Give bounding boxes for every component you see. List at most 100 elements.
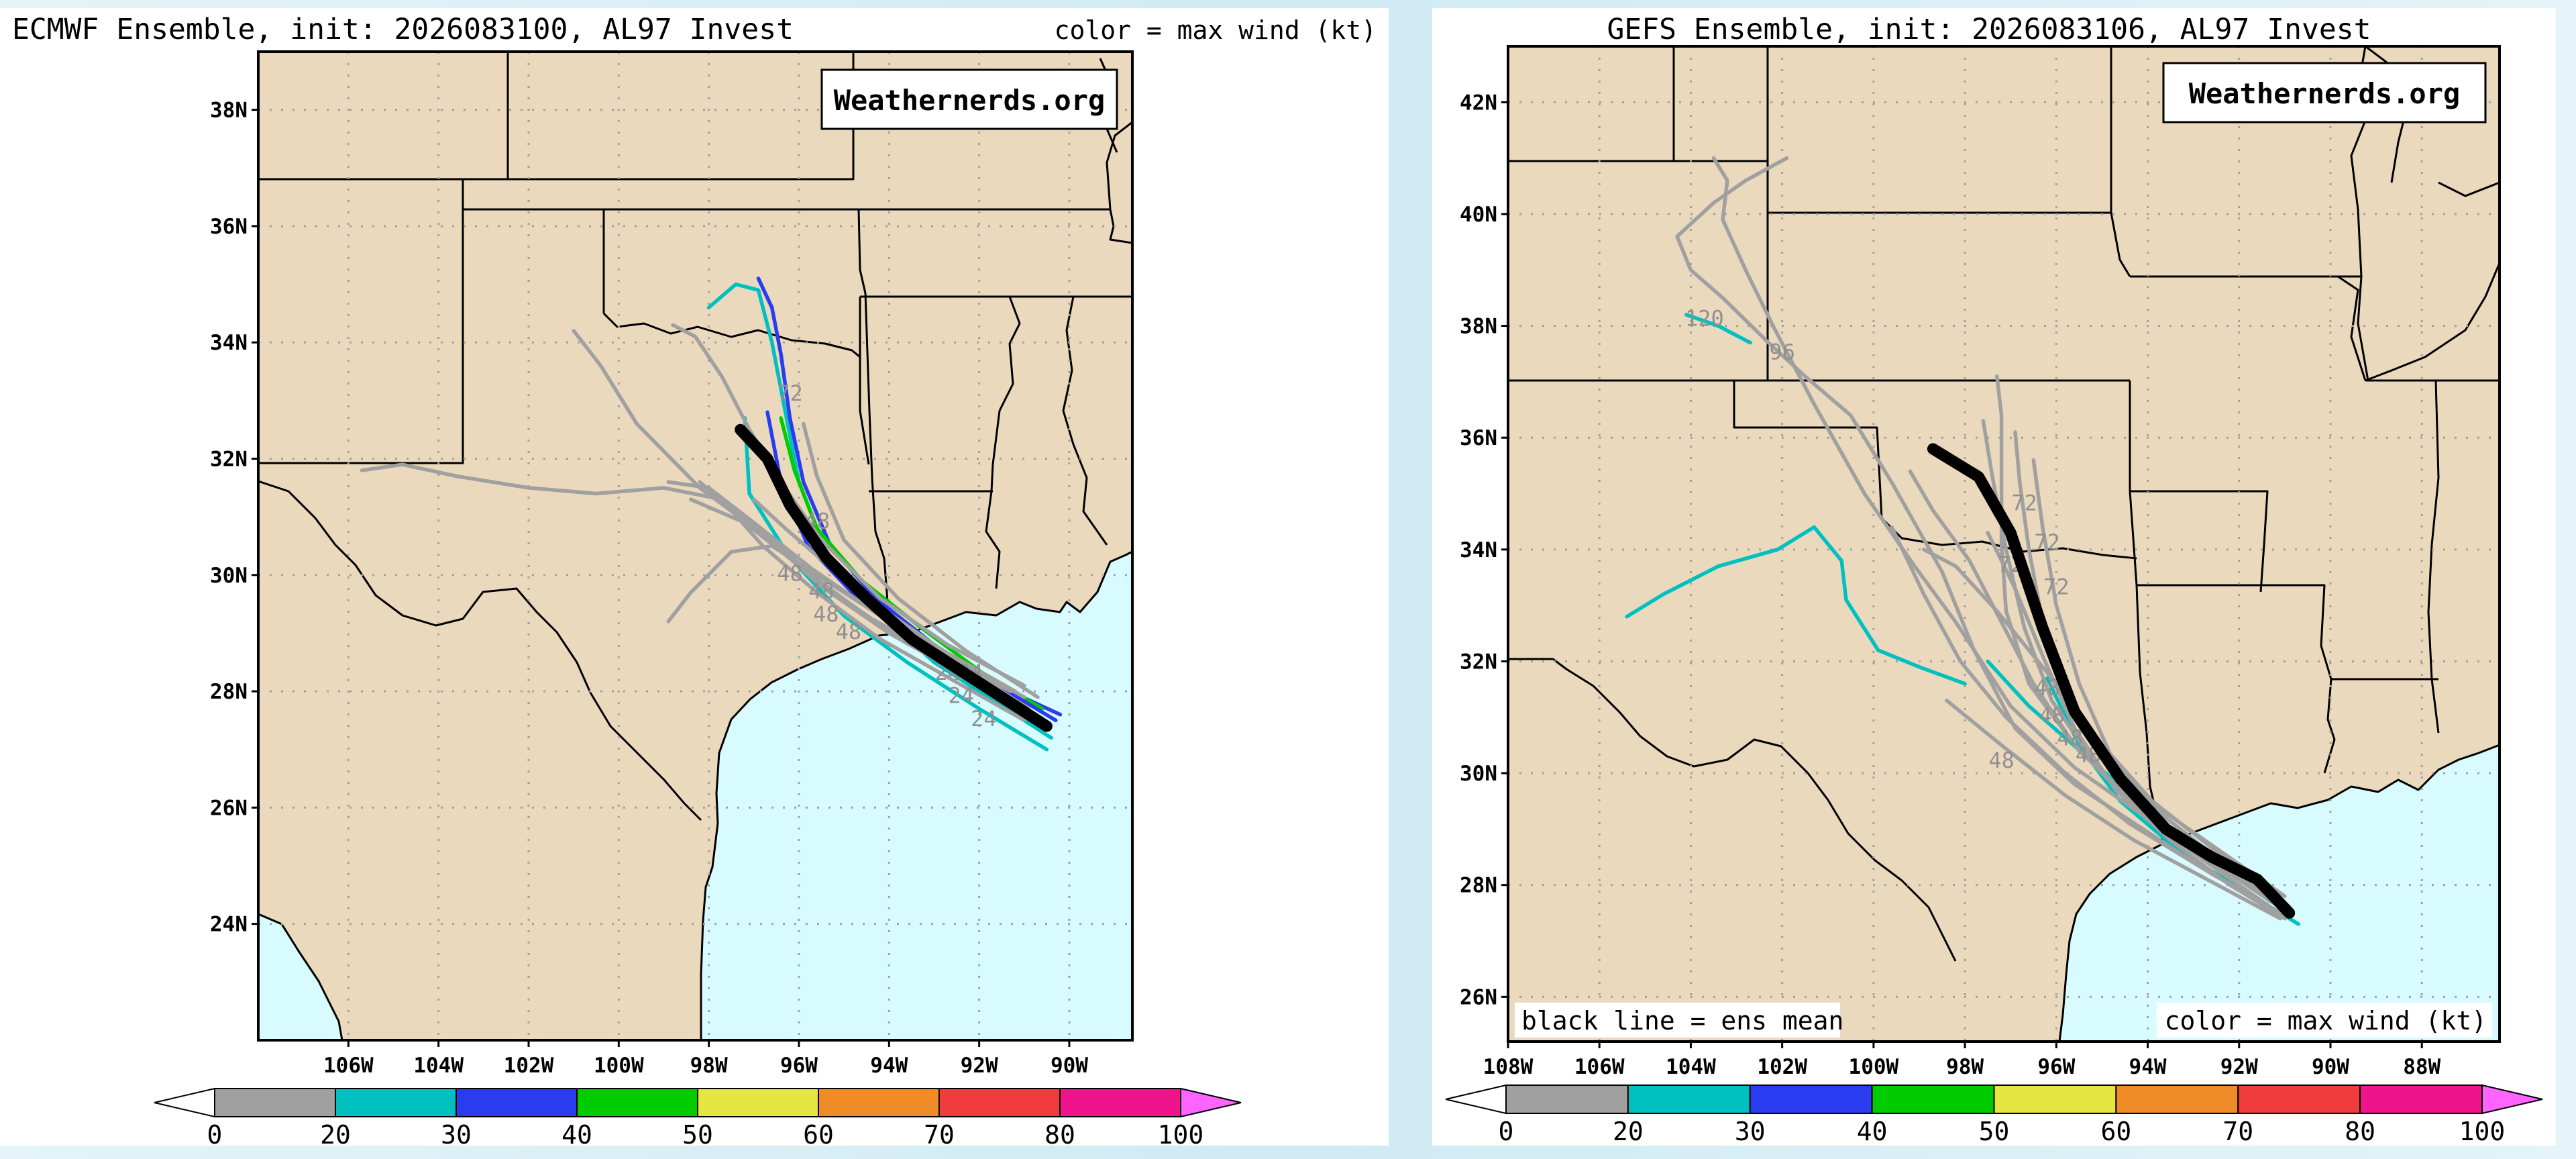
forecast-hour-label: 48 [1988,748,2015,773]
latitude-tick-labels: 24N 26N 28N 30N 32N 34N 36N 38N [210,99,258,937]
colorbar-tick-label: 100 [1158,1120,1204,1146]
member-track [1684,313,1752,345]
lat-tick-label: 36N [1460,426,1497,450]
forecast-hour-label: 24 [949,683,975,708]
mean-legend-label: black line = ens mean [1521,1006,1843,1036]
latitude-tick-labels: 26N 28N 30N 32N 34N 36N 38N 40N 42N [1460,91,1508,1009]
lon-tick-label: 92W [2220,1055,2258,1079]
watermark-text: Weathernerds.org [834,84,1106,117]
watermark-box: Weathernerds.org [820,68,1118,130]
member-track [1945,699,2282,921]
ensemble-mean-track [735,423,1053,732]
colorbar-tick-label: 70 [2222,1117,2253,1146]
forecast-hour-label: 48 [813,601,839,627]
colorbar-high-arrow [1180,1087,1242,1118]
colorbar-tick-label: 50 [682,1120,713,1146]
forecast-hour-label: 48 [777,560,803,586]
lon-tick-label: 106W [1574,1055,1625,1079]
colorbar-tick-label: 80 [2345,1117,2375,1146]
lat-tick-label: 24N [210,913,248,937]
wind-colorbar: 0 20 30 40 50 60 70 80 100 [154,1087,1242,1150]
lat-tick-label: 28N [210,680,248,704]
lon-tick-label: 94W [870,1054,908,1078]
lat-tick-label: 36N [210,215,248,239]
color-legend-label: color = max wind (kt) [1055,15,1377,45]
watermark-box: Weathernerds.org [2162,62,2487,123]
colorbar-low-arrow [1445,1084,1507,1115]
lat-tick-label: 40N [1460,203,1497,227]
forecast-hour-label: 48 [808,578,835,603]
forecast-hour-label: 96 [1769,340,1795,365]
lat-tick-label: 30N [1460,762,1497,786]
lat-tick-label: 42N [1460,91,1497,115]
lon-tick-label: 90W [2312,1055,2349,1079]
lat-tick-label: 34N [210,331,248,355]
lat-tick-label: 26N [210,796,248,820]
colorbar-tick-label: 20 [320,1120,351,1146]
lat-tick-label: 30N [210,564,248,588]
lat-tick-label: 26N [1460,985,1497,1009]
forecast-hour-label: 24 [971,706,997,732]
member-track [1890,525,2273,909]
forecast-hour-label: 48 [2057,725,2083,750]
forecast-hour-label: 72 [2011,491,2037,516]
longitude-tick-labels: 108W 106W 104W 102W 100W 98W 96W 94W 92W 90W 88W [1483,1042,2441,1079]
colorbar-bin [2359,1085,2483,1114]
colorbar-tick-label: 30 [441,1120,472,1146]
lon-tick-label: 100W [594,1054,644,1078]
colorbar-bin [1059,1088,1181,1117]
colorbar-bin [214,1088,336,1117]
lat-tick-label: 28N [1460,874,1497,898]
forecast-hour-label: 48 [836,619,862,644]
member-track [743,416,1049,752]
mean-legend-box: black line = ens mean [1515,1003,1843,1038]
colorbar-tick-label: 40 [1857,1117,1888,1146]
colorbar-bin [818,1088,940,1117]
lon-tick-label: 104W [1666,1055,1716,1079]
color-legend-box: color = max wind (kt) [2157,1003,2492,1038]
forecast-hour-label: 72 [2034,530,2060,555]
colorbar-bin [576,1088,698,1117]
colorbar-bin [335,1088,457,1117]
panel-title: GEFS Ensemble, init: 2026083106, AL97 In… [1607,13,2371,46]
ecmwf-track-map: ECMWF Ensemble, init: 2026083100, AL97 I… [12,13,1377,1150]
colorbar-bin [1871,1085,1995,1114]
lon-tick-label: 102W [504,1054,554,1078]
lon-tick-label: 94W [2129,1055,2167,1079]
panel-title: ECMWF Ensemble, init: 2026083100, AL97 I… [12,13,794,46]
colorbar-tick-label: 20 [1613,1117,1644,1146]
colorbar-high-arrow [2481,1084,2543,1115]
colorbar-bin [1749,1085,1873,1114]
lat-tick-label: 32N [1460,650,1497,674]
colorbar-tick-label: 60 [2100,1117,2131,1146]
lon-tick-label: 90W [1051,1054,1088,1078]
longitude-tick-labels: 106W 104W 102W 100W 98W 96W 94W 92W 90W [323,1040,1088,1078]
lat-tick-label: 38N [1460,315,1497,339]
colorbar-tick-label: 0 [1499,1117,1514,1146]
lat-tick-label: 32N [210,448,248,472]
forecast-hour-label: 48 [2039,703,2065,728]
member-track [1625,525,1967,686]
map-frame [257,50,1134,1042]
colorbar-bin [1505,1085,1629,1114]
map-frame [1507,45,2501,1043]
colorbar-tick-label: 50 [1979,1117,2010,1146]
lon-tick-label: 104W [413,1054,464,1078]
gefs-track-map: GEFS Ensemble, init: 2026083106, AL97 In… [1445,13,2543,1146]
lon-tick-label: 96W [780,1054,818,1078]
forecast-hour-label: 48 [2034,674,2060,700]
colorbar-tick-label: 40 [561,1120,592,1146]
lon-tick-label: 96W [2037,1055,2075,1079]
land-mass [258,52,1132,1040]
colorbar-tick-label: 60 [803,1120,834,1146]
lon-tick-label: 92W [961,1054,998,1078]
lon-tick-label: 98W [690,1054,728,1078]
member-track [801,421,1040,699]
lat-tick-label: 38N [210,99,248,123]
color-legend-label: color = max wind (kt) [2165,1006,2487,1036]
gefs-ensemble-panel: GEFS Ensemble, init: 2026083106, AL97 In… [1432,8,2556,1146]
colorbar-bin [1627,1085,1751,1114]
